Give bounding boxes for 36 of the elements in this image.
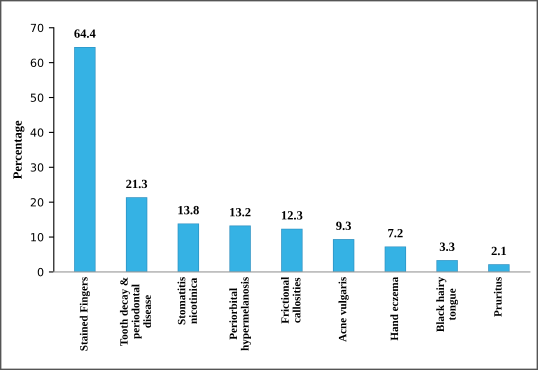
y-tick-label: 10 [31,233,44,242]
bar [488,264,510,272]
y-tick-label: 70 [30,24,44,32]
bar [281,228,303,272]
y-axis-title: Percentage [13,120,24,180]
bar [332,239,354,272]
x-tick-label: Black hairy tongue [436,276,458,332]
x-tick-label: Pruritus [494,277,502,317]
data-label: 7.2 [388,228,403,238]
y-tick-label: 0 [38,268,44,276]
bar [74,46,96,272]
x-tick-label: Hand eczema [390,276,398,340]
x-tick-label: Stained Fingers [80,277,90,351]
x-tick-label: Periorbital hypermelanosis [229,277,251,351]
data-label: 13.8 [178,206,199,214]
x-tick-label: Stomatitis nicotinica [178,277,197,324]
data-label: 21.3 [126,180,148,188]
y-tick-label: 40 [30,128,44,137]
x-tick-label: Tooth decay & periodontal disease [120,277,152,346]
bar [436,260,458,272]
bar [126,197,148,272]
x-tick-label: Frictional callosities [281,277,300,324]
y-tick-label: 30 [30,163,44,172]
y-tick-label: 60 [30,58,44,68]
data-label: 2.1 [492,246,506,256]
data-label: 9.3 [336,222,352,230]
data-label: 3.3 [440,242,455,252]
data-label: 13.2 [230,208,251,216]
bar [384,246,406,272]
y-tick-label: 20 [30,198,44,207]
bar [229,226,251,272]
data-label: 64.4 [74,29,96,38]
y-tick-label: 50 [30,93,44,102]
data-label: 12.3 [282,211,302,220]
x-tick-label: Acne vulgaris [338,277,349,342]
bar [178,223,200,272]
